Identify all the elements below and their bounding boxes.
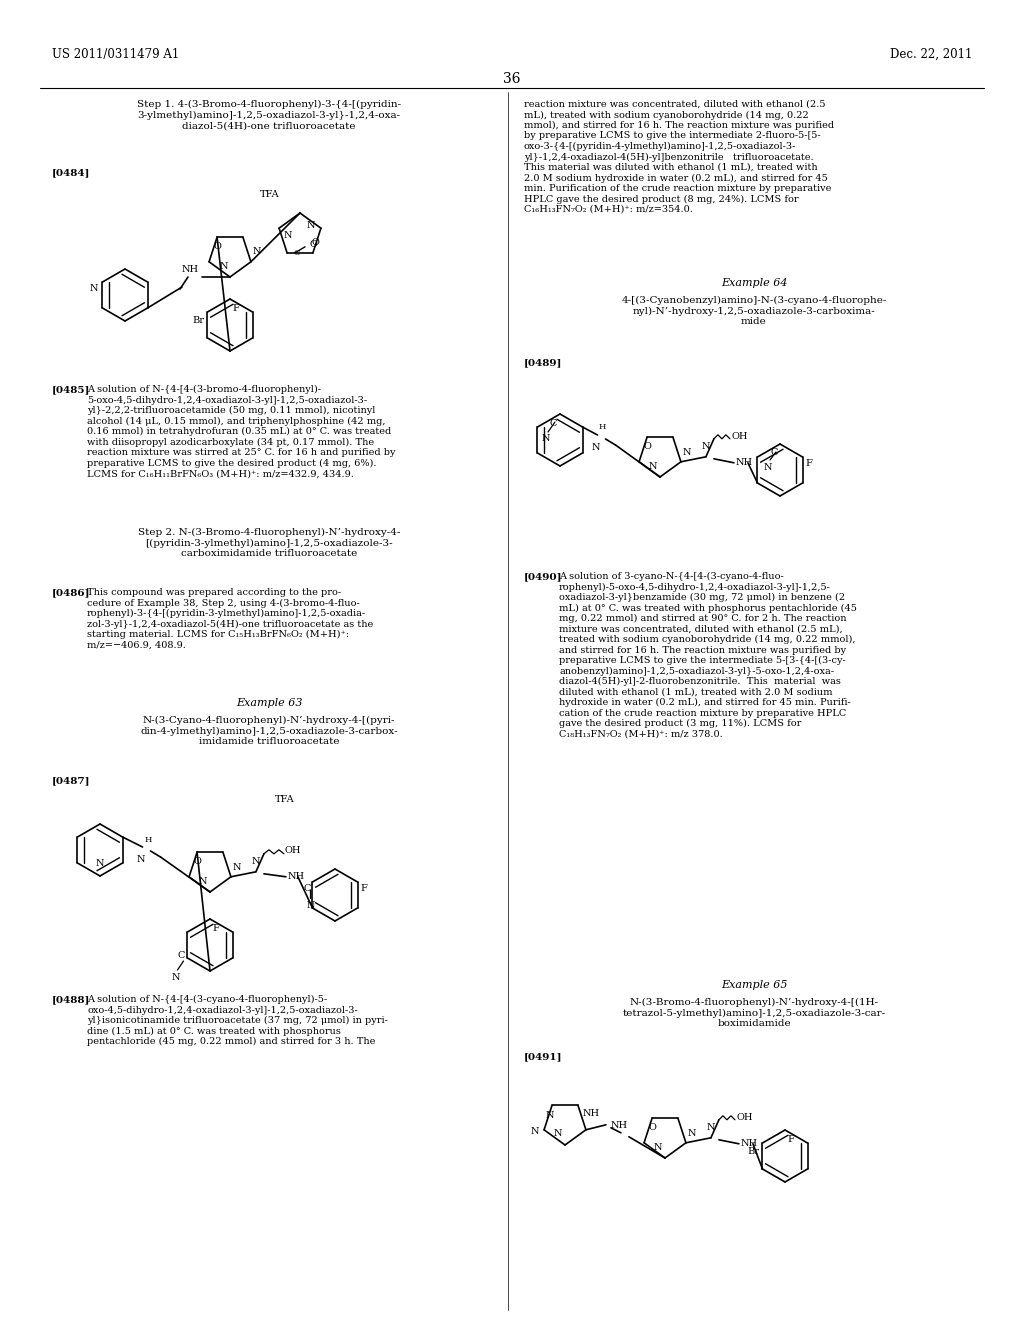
Text: O: O [309,240,317,249]
Text: N: N [707,1123,715,1131]
Text: [0488]: [0488] [52,995,90,1005]
Text: Example 65: Example 65 [721,979,787,990]
Text: N: N [253,247,261,256]
Text: OH: OH [737,1113,754,1122]
Text: N: N [306,220,315,230]
Text: A solution of N-{4-[4-(3-bromo-4-fluorophenyl)-
5-oxo-4,5-dihydro-1,2,4-oxadiazo: A solution of N-{4-[4-(3-bromo-4-fluorop… [87,385,395,478]
Text: NH: NH [736,458,753,467]
Text: [0484]: [0484] [52,168,90,177]
Text: N: N [306,902,314,909]
Text: A solution of 3-cyano-N-{4-[4-(3-cyano-4-fluo-
rophenyl)-5-oxo-4,5-dihydro-1,2,4: A solution of 3-cyano-N-{4-[4-(3-cyano-4… [559,572,857,739]
Text: [0486]: [0486] [52,587,90,597]
Text: NH: NH [288,873,305,882]
Text: [0485]: [0485] [52,385,90,393]
Text: O: O [648,1123,656,1133]
Text: F: F [806,459,812,469]
Text: H: H [598,422,606,432]
Text: N: N [171,973,180,982]
Text: Br: Br [748,1147,760,1156]
Text: C: C [177,950,184,960]
Text: F: F [232,304,239,313]
Text: TFA: TFA [260,190,280,199]
Text: O: O [312,238,319,247]
Text: NH: NH [741,1139,758,1148]
Text: [0490]: [0490] [524,572,562,581]
Text: N: N [232,863,242,871]
Text: N: N [530,1127,539,1137]
Text: NH: NH [583,1109,600,1118]
Text: N: N [219,261,228,271]
Text: N: N [199,876,207,886]
Text: Dec. 22, 2011: Dec. 22, 2011 [890,48,972,61]
Text: Example 64: Example 64 [721,279,787,288]
Text: F: F [360,884,368,894]
Text: F: F [787,1135,794,1144]
Text: N: N [648,462,657,471]
Text: OH: OH [732,432,749,441]
Text: NH: NH [610,1121,628,1130]
Text: N: N [136,855,144,865]
Text: O: O [643,442,651,451]
Text: NH: NH [182,265,199,275]
Text: TFA: TFA [275,795,295,804]
Text: 36: 36 [503,73,521,86]
Text: 4-[(3-Cyanobenzyl)amino]-N-(3-cyano-4-fluorophe-
nyl)-N’-hydroxy-1,2,5-oxadiazol: 4-[(3-Cyanobenzyl)amino]-N-(3-cyano-4-fl… [622,296,887,326]
Text: [0491]: [0491] [524,1052,562,1061]
Text: OH: OH [285,846,301,855]
Text: US 2011/0311479 A1: US 2011/0311479 A1 [52,48,179,61]
Text: N: N [683,447,691,457]
Text: O: O [213,242,221,251]
Text: F: F [212,924,219,933]
Text: This compound was prepared according to the pro-
cedure of Example 38, Step 2, u: This compound was prepared according to … [87,587,374,649]
Text: O: O [194,857,201,866]
Text: A solution of N-{4-[4-(3-cyano-4-fluorophenyl)-5-
oxo-4,5-dihydro-1,2,4-oxadiazo: A solution of N-{4-[4-(3-cyano-4-fluorop… [87,995,388,1047]
Text: N: N [542,434,550,444]
Text: N: N [591,444,600,451]
Text: N: N [96,859,104,869]
Text: N: N [764,463,772,473]
Text: C: C [293,248,299,257]
Text: N: N [653,1143,662,1152]
Text: N: N [546,1111,554,1121]
Text: Step 1. 4-(3-Bromo-4-fluorophenyl)-3-{4-[(pyridin-
3-ylmethyl)amino]-1,2,5-oxadi: Step 1. 4-(3-Bromo-4-fluorophenyl)-3-{4-… [137,100,401,131]
Text: N-(3-Cyano-4-fluorophenyl)-N’-hydroxy-4-[(pyri-
din-4-ylmethyl)amino]-1,2,5-oxad: N-(3-Cyano-4-fluorophenyl)-N’-hydroxy-4-… [140,715,397,746]
Text: C: C [771,447,778,457]
Text: N: N [252,857,260,866]
Text: N-(3-Bromo-4-fluorophenyl)-N’-hydroxy-4-[(1H-
tetrazol-5-ylmethyl)amino]-1,2,5-o: N-(3-Bromo-4-fluorophenyl)-N’-hydroxy-4-… [623,998,886,1028]
Text: [0487]: [0487] [52,776,90,785]
Text: C: C [303,884,310,894]
Text: N: N [554,1129,562,1138]
Text: N: N [701,442,710,451]
Text: C: C [550,418,557,428]
Text: N: N [284,231,293,240]
Text: [0489]: [0489] [524,358,562,367]
Text: N: N [90,284,98,293]
Text: H: H [144,836,152,843]
Text: N: N [688,1129,696,1138]
Text: reaction mixture was concentrated, diluted with ethanol (2.5
mL), treated with s: reaction mixture was concentrated, dilut… [524,100,835,214]
Text: Example 63: Example 63 [236,698,302,708]
Text: Br: Br [193,315,205,325]
Text: Step 2. N-(3-Bromo-4-fluorophenyl)-N’-hydroxy-4-
[(pyridin-3-ylmethyl)amino]-1,2: Step 2. N-(3-Bromo-4-fluorophenyl)-N’-hy… [138,528,400,558]
